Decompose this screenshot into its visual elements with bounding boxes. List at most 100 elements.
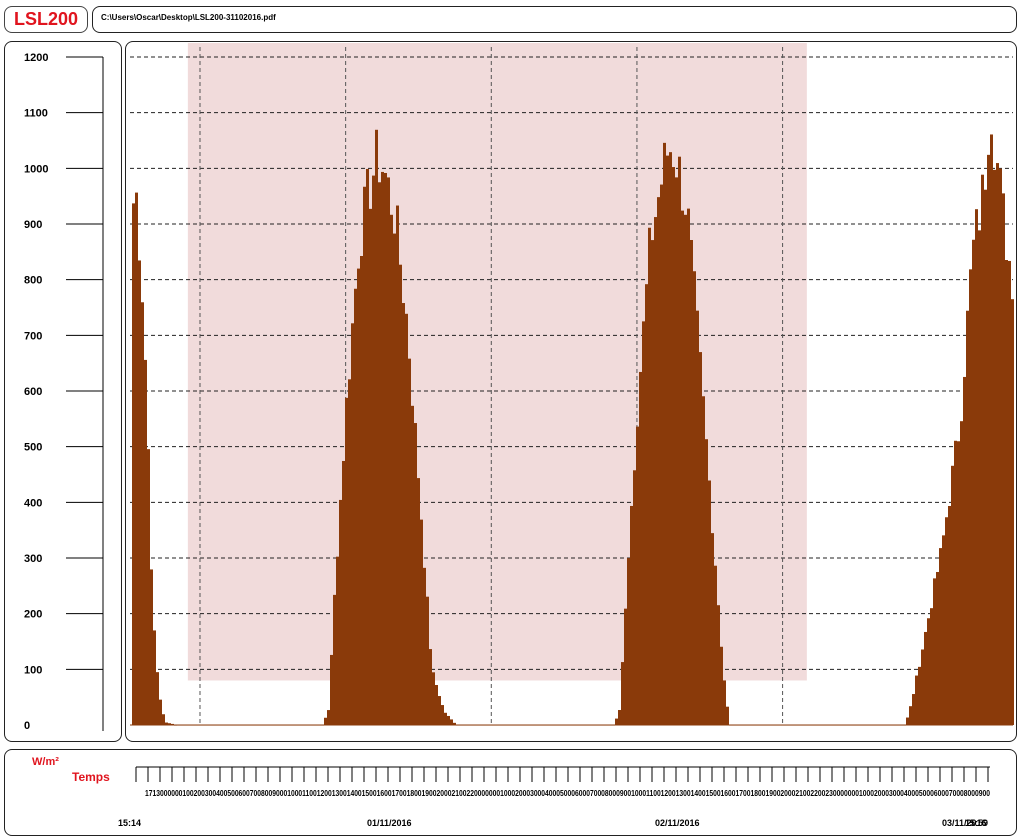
bar bbox=[933, 578, 936, 725]
file-path-text: C:\Users\Oscar\Desktop\LSL200-31102016.p… bbox=[101, 13, 276, 22]
bar bbox=[1008, 260, 1011, 725]
bar bbox=[150, 569, 153, 725]
bar bbox=[984, 189, 987, 725]
bar bbox=[966, 310, 969, 725]
bar bbox=[639, 371, 642, 725]
bar bbox=[621, 662, 624, 725]
bar bbox=[330, 654, 333, 725]
bar bbox=[675, 177, 678, 725]
bar bbox=[975, 209, 978, 726]
bar bbox=[690, 240, 693, 725]
bar bbox=[942, 535, 945, 725]
bar bbox=[645, 284, 648, 725]
bar bbox=[987, 154, 990, 725]
bar bbox=[705, 439, 708, 725]
bar bbox=[723, 680, 726, 725]
bar bbox=[381, 171, 384, 725]
bar bbox=[390, 214, 393, 725]
bar bbox=[981, 174, 984, 725]
bar bbox=[378, 182, 381, 725]
bar bbox=[339, 499, 342, 725]
bar bbox=[627, 558, 630, 725]
bar bbox=[375, 129, 378, 726]
bar bbox=[963, 376, 966, 725]
bar bbox=[399, 264, 402, 725]
bar bbox=[642, 321, 645, 725]
file-path-field: C:\Users\Oscar\Desktop\LSL200-31102016.p… bbox=[92, 6, 1017, 33]
bar bbox=[708, 480, 711, 725]
bar bbox=[954, 440, 957, 725]
bar bbox=[666, 155, 669, 726]
bar bbox=[333, 594, 336, 725]
bar bbox=[678, 156, 681, 725]
bar bbox=[366, 169, 369, 726]
bar bbox=[405, 313, 408, 725]
bar bbox=[654, 217, 657, 726]
bar bbox=[393, 233, 396, 726]
y-tick-label: 700 bbox=[24, 330, 42, 342]
bar bbox=[957, 441, 960, 725]
bar bbox=[921, 649, 924, 725]
y-tick-label: 0 bbox=[24, 720, 30, 732]
bar bbox=[162, 714, 165, 725]
bar bbox=[441, 705, 444, 725]
bar bbox=[408, 358, 411, 725]
bar bbox=[354, 288, 357, 725]
bar bbox=[693, 271, 696, 725]
bar bbox=[357, 268, 360, 725]
bar bbox=[132, 203, 135, 725]
y-tick-label: 500 bbox=[24, 442, 42, 454]
bar bbox=[699, 352, 702, 725]
y-tick-label: 100 bbox=[24, 664, 42, 676]
y-tick-label: 900 bbox=[24, 219, 42, 231]
bar bbox=[1002, 193, 1005, 726]
bar bbox=[348, 379, 351, 725]
bar bbox=[996, 163, 999, 725]
bar bbox=[909, 706, 912, 725]
bar bbox=[696, 310, 699, 725]
bar bbox=[369, 208, 372, 726]
bar bbox=[969, 269, 972, 725]
bar bbox=[144, 359, 147, 725]
bar bbox=[171, 723, 174, 725]
bar bbox=[168, 723, 171, 725]
y-tick-label: 400 bbox=[24, 497, 42, 509]
bar bbox=[663, 142, 666, 725]
date-label: 01/11/2016 bbox=[367, 818, 412, 828]
bar bbox=[978, 230, 981, 725]
bar bbox=[636, 426, 639, 725]
bar bbox=[615, 718, 618, 725]
bar bbox=[726, 706, 729, 725]
y-tick-label: 1100 bbox=[24, 108, 48, 120]
bar bbox=[648, 227, 651, 726]
bar bbox=[351, 323, 354, 725]
bar bbox=[147, 449, 150, 725]
bar bbox=[651, 240, 654, 725]
date-label: 15:14 bbox=[118, 818, 142, 828]
bar bbox=[435, 685, 438, 725]
y-unit-label: W/m² bbox=[32, 756, 59, 768]
bar bbox=[420, 519, 423, 725]
bar bbox=[714, 565, 717, 725]
bar bbox=[702, 396, 705, 725]
bar bbox=[960, 421, 963, 725]
y-tick-label: 200 bbox=[24, 609, 42, 621]
bar bbox=[999, 168, 1002, 726]
bar bbox=[684, 214, 687, 725]
grid-layer bbox=[130, 47, 1013, 725]
bar bbox=[915, 675, 918, 725]
bar bbox=[396, 205, 399, 725]
date-label: 15:59 bbox=[965, 818, 989, 828]
bar bbox=[672, 167, 675, 726]
bar bbox=[384, 172, 387, 725]
bar bbox=[141, 302, 144, 725]
bar bbox=[342, 460, 345, 725]
bar bbox=[948, 506, 951, 725]
bar bbox=[447, 715, 450, 725]
time-tick-labels: 1713000000100200300400500600700800900010… bbox=[145, 789, 990, 798]
bar bbox=[153, 630, 156, 725]
bar bbox=[438, 696, 441, 725]
bar bbox=[453, 722, 456, 725]
y-tick-label: 300 bbox=[24, 553, 42, 565]
